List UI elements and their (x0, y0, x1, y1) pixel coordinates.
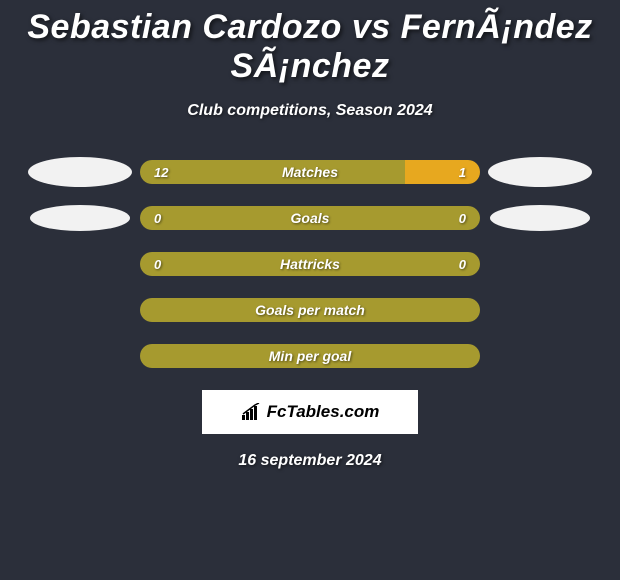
bar-right: 1 (405, 160, 480, 184)
bar-label: Goals per match (255, 302, 365, 318)
bar-value-right: 0 (459, 257, 466, 272)
avatar-slot-left (20, 157, 140, 187)
logo-box: FcTables.com (202, 390, 418, 434)
bar-value-left: 0 (154, 257, 161, 272)
logo-text: FcTables.com (241, 402, 380, 422)
bar-wrapper: 0 0 Goals (140, 206, 480, 230)
comparison-infographic: Sebastian Cardozo vs FernÃ¡ndez SÃ¡nchez… (0, 0, 620, 470)
bar-row: 12 1 Matches (0, 160, 620, 184)
avatar-slot-right (480, 157, 600, 187)
bar-label: Min per goal (269, 348, 351, 364)
bar-wrapper: 0 0 Hattricks (140, 252, 480, 276)
chart-icon (241, 403, 263, 421)
avatar (28, 157, 132, 187)
avatar (490, 205, 590, 231)
date-text: 16 september 2024 (0, 452, 620, 470)
bar-wrapper: 12 1 Matches (140, 160, 480, 184)
avatar (30, 205, 130, 231)
bar-row: Goals per match (0, 298, 620, 322)
bar-value-left: 12 (154, 165, 168, 180)
bar-row: 0 0 Hattricks (0, 252, 620, 276)
bar-label: Hattricks (280, 256, 340, 272)
avatar-slot-left (20, 205, 140, 231)
page-title: Sebastian Cardozo vs FernÃ¡ndez SÃ¡nchez (0, 8, 620, 86)
bar-row: Min per goal (0, 344, 620, 368)
logo-label: FcTables.com (267, 402, 380, 422)
bar-value-right: 1 (459, 165, 466, 180)
bar-label: Matches (282, 164, 338, 180)
avatar-slot-right (480, 205, 600, 231)
page-subtitle: Club competitions, Season 2024 (0, 102, 620, 120)
bars-area: 12 1 Matches 0 0 Goals (0, 160, 620, 368)
bar-wrapper: Min per goal (140, 344, 480, 368)
bar-wrapper: Goals per match (140, 298, 480, 322)
bar-value-right: 0 (459, 211, 466, 226)
bar-label: Goals (291, 210, 330, 226)
bar-value-left: 0 (154, 211, 161, 226)
bar-left: 12 (140, 160, 405, 184)
avatar (488, 157, 592, 187)
bar-row: 0 0 Goals (0, 206, 620, 230)
